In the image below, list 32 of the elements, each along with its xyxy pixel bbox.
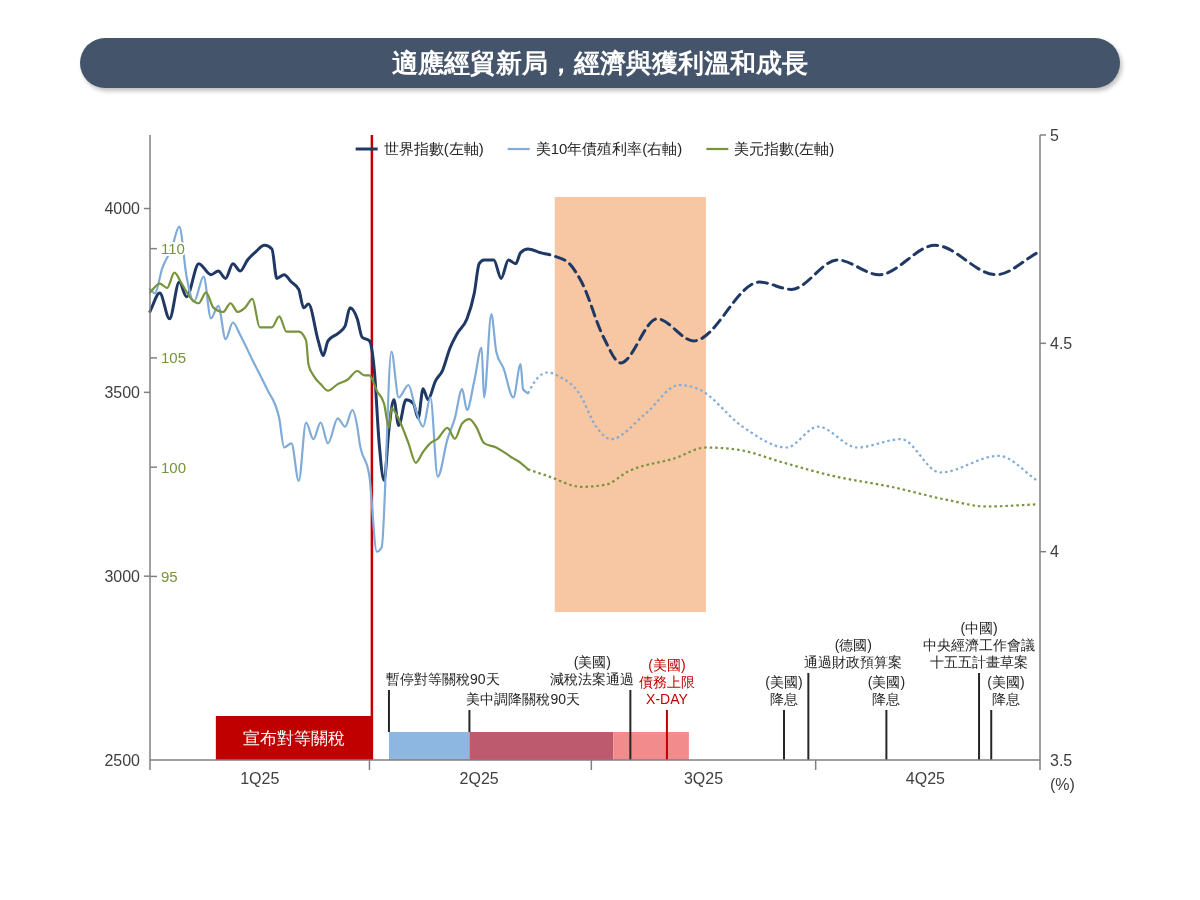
legend-item: 美元指數(左軸) bbox=[706, 140, 835, 157]
x-tick-label: 3Q25 bbox=[683, 770, 724, 787]
ref-line-label: (德國) 通過財政預算案 bbox=[804, 637, 903, 670]
y-tick-label: 3500 bbox=[104, 383, 140, 401]
y-tick-label: 2500 bbox=[104, 751, 140, 769]
band-label: 美中調降關稅90天 bbox=[466, 691, 580, 707]
x-tick-label: 4Q25 bbox=[905, 770, 945, 787]
x-tick-label: 1Q25 bbox=[240, 770, 280, 787]
title: 適應經貿新局，經濟與獲利溫和成長 bbox=[80, 38, 1120, 88]
ref-line-label: (中國) 中央經濟工作會議十五五計畫草案 bbox=[923, 620, 1036, 670]
legend-label: 美10年債殖利率(右軸) bbox=[535, 140, 683, 157]
y2-tick-label: 4.5 bbox=[1050, 334, 1073, 352]
y2-label: (%) bbox=[1050, 776, 1075, 793]
y3-tick-label: 105 bbox=[161, 349, 187, 367]
ref-line-label: (美國) 債務上限 X-DAY bbox=[638, 657, 695, 707]
legend-item: 世界指數(左軸) bbox=[355, 140, 484, 157]
y2-tick-label: 5 bbox=[1050, 126, 1059, 144]
legend-label: 美元指數(左軸) bbox=[734, 140, 835, 157]
band-label: 暫停對等關稅90天 bbox=[385, 671, 500, 687]
y2-tick-label: 3.5 bbox=[1050, 751, 1073, 769]
ref-line-label: (美國) 降息 bbox=[765, 674, 803, 707]
ref-line-label: (美國) 降息 bbox=[987, 674, 1025, 707]
y3-tick-label: 100 bbox=[161, 458, 187, 476]
x-tick-label: 2Q25 bbox=[459, 770, 499, 787]
legend-item: 美10年債殖利率(右軸) bbox=[507, 140, 683, 157]
y2-tick-label: 4 bbox=[1050, 543, 1059, 561]
y3-tick-label: 95 bbox=[161, 567, 178, 585]
y-tick-label: 4000 bbox=[104, 200, 140, 218]
ref-line-label: (美國) 降息 bbox=[867, 674, 906, 707]
ref-line-label: (美國) 減稅法案通過 bbox=[550, 654, 635, 687]
y-tick-label: 3000 bbox=[104, 567, 140, 585]
legend-label: 世界指數(左軸) bbox=[383, 140, 484, 157]
